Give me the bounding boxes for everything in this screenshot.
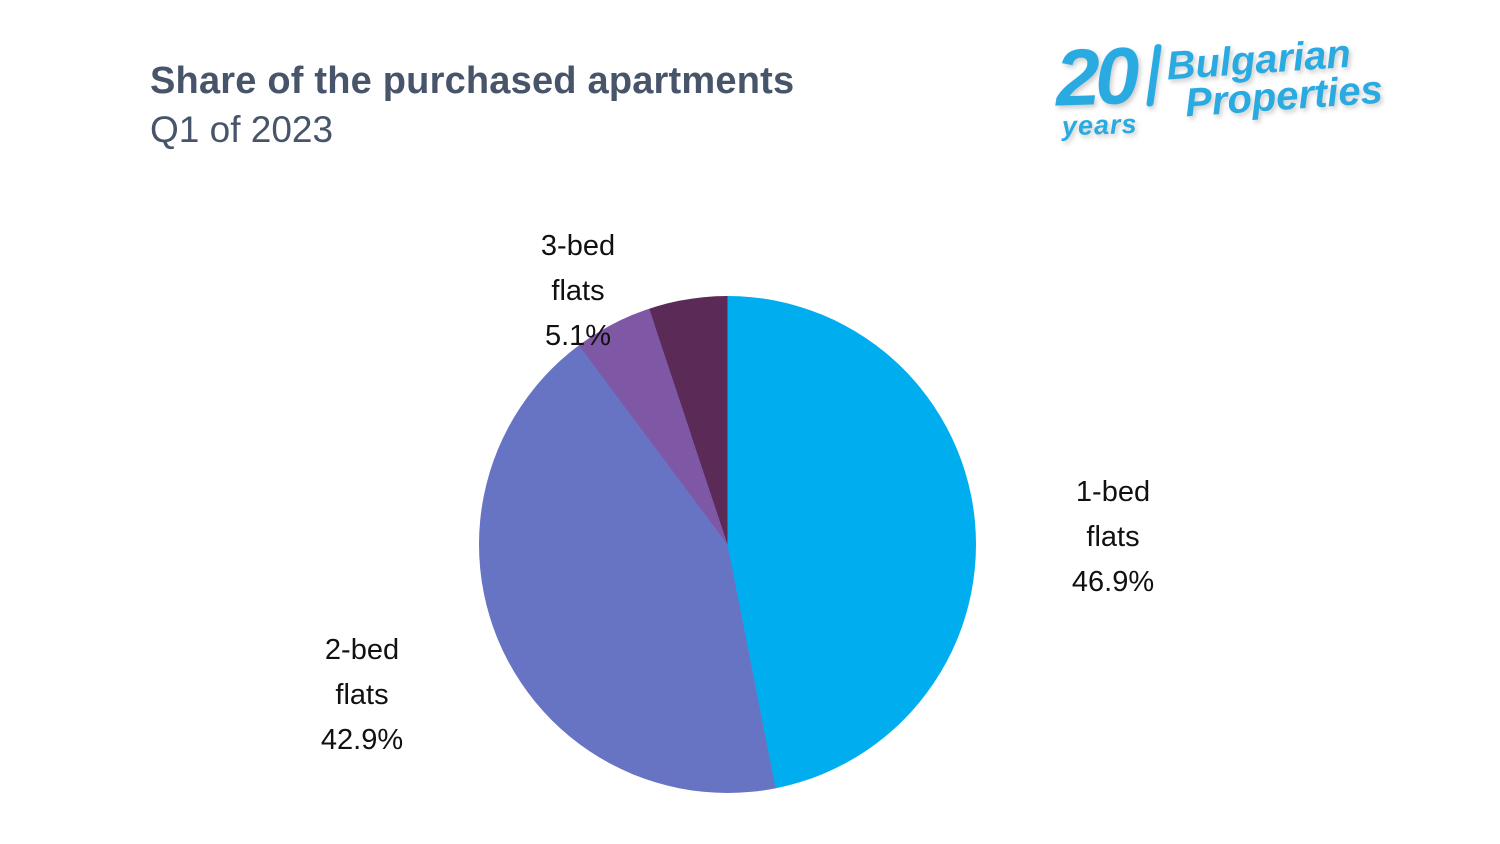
logo-brand-name: Bulgarian Properties	[1165, 32, 1385, 126]
pie-chart	[479, 296, 976, 793]
slice-label-1-bed-flats: 1-bed flats 46.9%	[1023, 470, 1203, 605]
header: Share of the purchased apartments Q1 of …	[150, 58, 794, 154]
slice-label-line: 2-bed	[324, 634, 400, 666]
logo-brand-line2: Properties	[1183, 67, 1385, 126]
slice-label-line: flats	[551, 275, 605, 307]
slice-label-line: flats	[1086, 521, 1140, 553]
slice-label-percent: 5.1%	[544, 320, 612, 352]
bulgarian-properties-logo: 20 years Bulgarian Properties	[1054, 30, 1385, 143]
slice-label-line: flats	[335, 679, 389, 711]
slice-label-line: 1-bed	[1075, 476, 1151, 508]
logo-years-word: years	[1061, 108, 1139, 142]
chart-subtitle: Q1 of 2023	[150, 108, 334, 150]
logo-20-number: 20	[1054, 30, 1137, 123]
slice-label-percent: 42.9%	[320, 724, 404, 756]
slice-label-3-bed-flats: 3-bed flats 5.1%	[498, 224, 658, 359]
logo-divider-bar	[1146, 43, 1163, 107]
slice-label-percent: 46.9%	[1071, 566, 1155, 598]
slice-label-2-bed-flats: 2-bed flats 42.9%	[272, 628, 452, 763]
chart-title: Share of the purchased apartments	[150, 60, 795, 102]
slice-label-line: 3-bed	[540, 230, 616, 262]
logo-anniversary: 20 years	[1054, 30, 1143, 143]
